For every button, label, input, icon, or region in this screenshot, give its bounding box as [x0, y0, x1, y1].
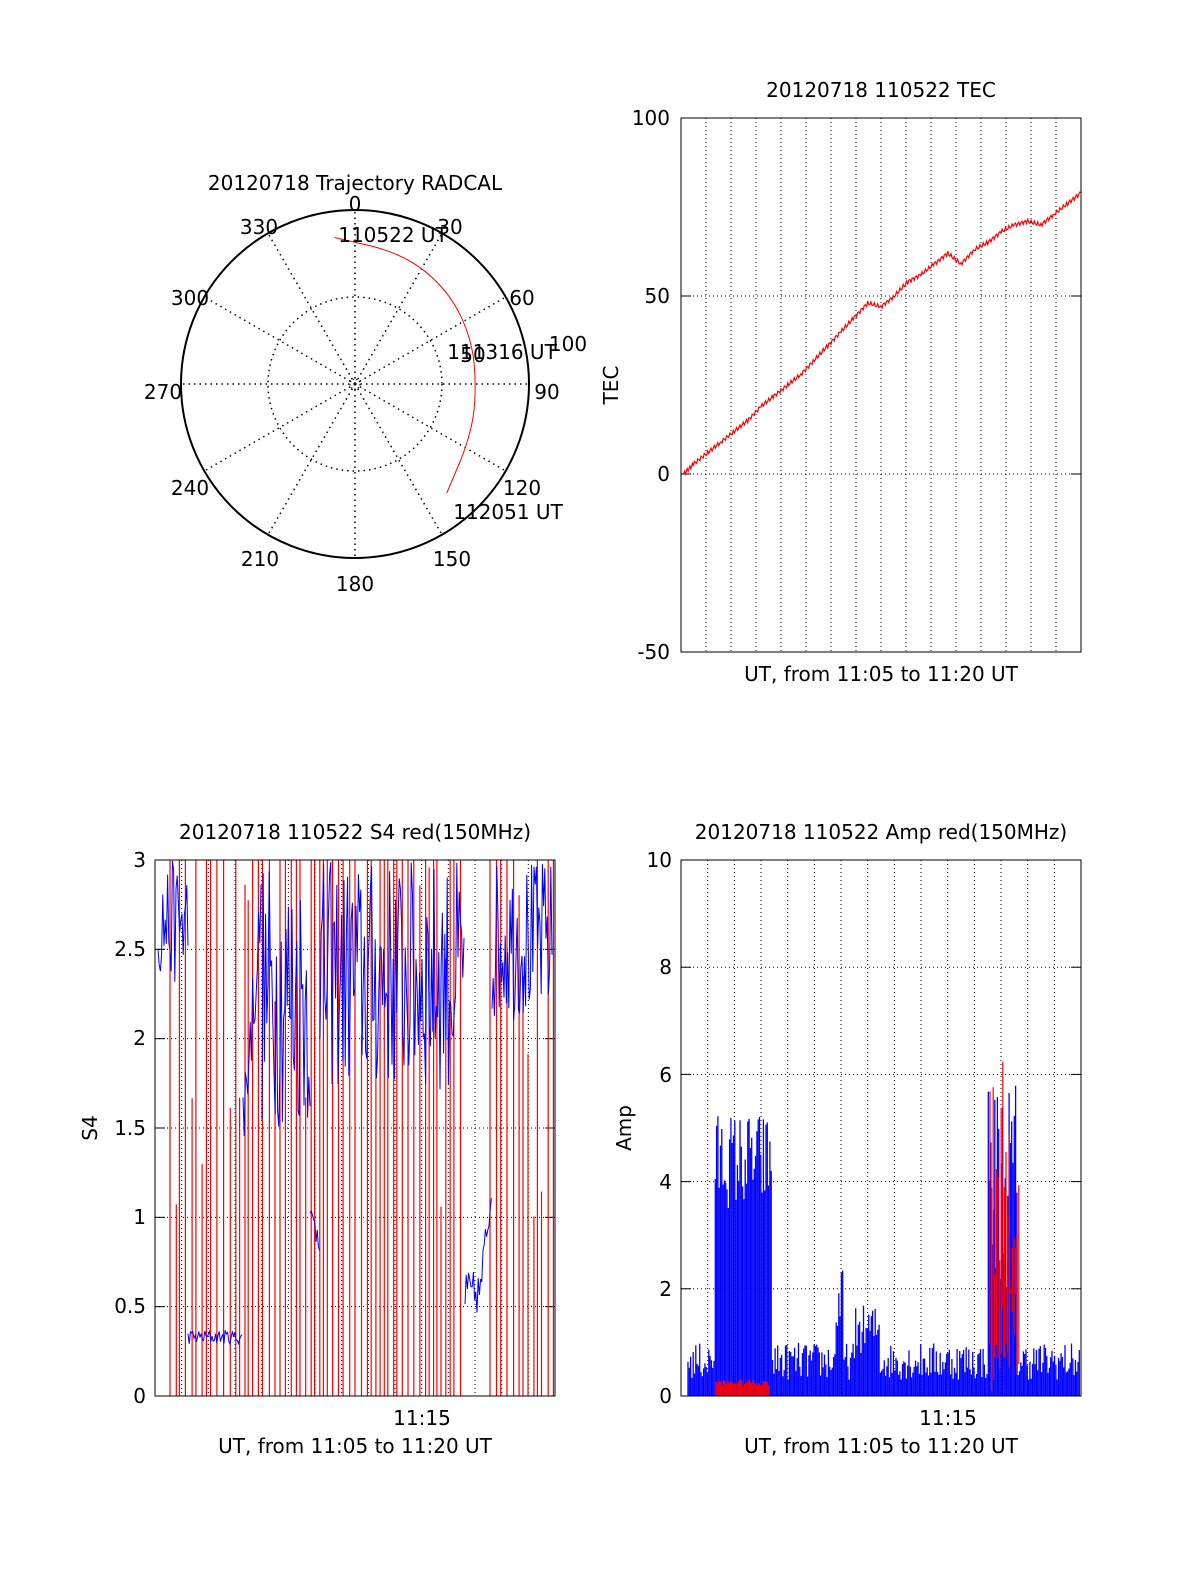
- amp-ytick-2: 2: [659, 1277, 672, 1301]
- amp-title: 20120718 110522 Amp red(150MHz): [695, 820, 1067, 844]
- amp-red-series: [715, 1061, 1020, 1396]
- s4-ytick-2: 2: [133, 1026, 146, 1050]
- polar-spoke-150: [354, 383, 443, 536]
- tec-ytick-0: 0: [657, 462, 670, 486]
- tec-ylabel: TEC: [599, 366, 623, 406]
- angle-label-300: 300: [171, 286, 209, 310]
- polar-angle-labels: 0 30 60 90 120 150 180 210 240 270 300 3…: [144, 192, 560, 596]
- amp-ytick-4: 4: [659, 1170, 672, 1194]
- s4-ytick-2.5: 2.5: [114, 937, 146, 961]
- tec-ytick-minus50: -50: [637, 640, 670, 664]
- polar-spoke-30: [354, 232, 443, 385]
- annotation-start-time: 110522 UT: [338, 223, 448, 247]
- angle-label-150: 150: [433, 547, 471, 571]
- angle-label-330: 330: [240, 215, 278, 239]
- angle-label-120: 120: [503, 476, 541, 500]
- angle-label-270: 270: [144, 380, 182, 404]
- annotation-mid-time: 111316 UT: [447, 340, 557, 364]
- s4-panel: 20120718 110522 S4 red(150MHz) 3 2.5 2 1…: [78, 820, 556, 1458]
- polar-spoke-210: [267, 383, 356, 536]
- tec-title: 20120718 110522 TEC: [766, 78, 996, 102]
- s4-blue-series: [157, 860, 553, 1346]
- amp-ytick-10: 10: [647, 848, 672, 872]
- angle-label-180: 180: [336, 572, 374, 596]
- s4-ytick-1: 1: [133, 1205, 146, 1229]
- tec-ytick-100: 100: [632, 106, 670, 130]
- s4-xtick-1115: 11:15: [393, 1406, 451, 1430]
- s4-blue-trace: [187, 1329, 243, 1346]
- s4-ytick-1.5: 1.5: [114, 1116, 146, 1140]
- polar-grid: [181, 210, 529, 558]
- polar-spoke-300: [203, 296, 356, 385]
- s4-blue-trace: [319, 861, 465, 1090]
- amp-panel: 20120718 110522 Amp red(150MHz) 10 8 6 4…: [612, 820, 1082, 1458]
- polar-spoke-240: [203, 383, 356, 472]
- amp-ylabel: Amp: [612, 1105, 636, 1151]
- amp-xtick-1115: 11:15: [919, 1406, 977, 1430]
- polar-spoke-330: [267, 232, 356, 385]
- tec-xlabel: UT, from 11:05 to 11:20 UT: [744, 662, 1019, 686]
- trajectory-track: [334, 237, 476, 494]
- s4-blue-trace: [309, 1209, 321, 1251]
- angle-label-90: 90: [534, 380, 559, 404]
- amp-blue-series: [687, 1085, 1080, 1396]
- s4-ytick-0.5: 0.5: [114, 1294, 146, 1318]
- polar-spoke-60: [354, 296, 507, 385]
- tec-panel: 20120718 110522 TEC 100 50 0 -50 UT, fro…: [599, 78, 1082, 686]
- amp-ytick-0: 0: [659, 1384, 672, 1408]
- angle-label-240: 240: [171, 476, 209, 500]
- angle-label-210: 210: [241, 547, 279, 571]
- s4-ytick-3: 3: [133, 848, 146, 872]
- tec-grid: [681, 117, 1081, 653]
- angle-label-30: 30: [437, 215, 462, 239]
- radial-label-100: 100: [549, 332, 587, 356]
- angle-label-60: 60: [509, 286, 534, 310]
- s4-blue-trace: [157, 860, 189, 982]
- s4-plot-frame: [154, 859, 556, 1397]
- trajectory-title: 20120718 Trajectory RADCAL: [208, 171, 503, 195]
- polar-ring-mid: [267, 296, 443, 472]
- s4-blue-trace: [242, 884, 262, 1137]
- s4-ylabel: S4: [78, 1115, 102, 1140]
- s4-ytick-0: 0: [133, 1384, 146, 1408]
- annotation-end-time: 112051 UT: [453, 500, 563, 524]
- polar-center: [349, 378, 361, 390]
- s4-title: 20120718 110522 S4 red(150MHz): [179, 820, 531, 844]
- polar-outer-ring: [180, 209, 530, 559]
- tec-ytick-50: 50: [645, 284, 670, 308]
- polar-spoke-120: [354, 383, 507, 472]
- amp-ytick-8: 8: [659, 955, 672, 979]
- s4-blue-trace: [491, 863, 553, 1021]
- amp-ytick-6: 6: [659, 1063, 672, 1087]
- amp-plot-frame: [680, 859, 1082, 1397]
- s4-blue-trace: [464, 1198, 492, 1313]
- tec-series-line: [683, 191, 1082, 477]
- s4-blue-trace: [261, 871, 311, 1127]
- angle-label-0: 0: [349, 192, 362, 216]
- trajectory-panel: 20120718 Trajectory RADCAL 0 30 60 90 12…: [144, 171, 587, 596]
- amp-xlabel: UT, from 11:05 to 11:20 UT: [744, 1434, 1019, 1458]
- tec-plot-frame: [680, 117, 1082, 653]
- s4-xlabel: UT, from 11:05 to 11:20 UT: [218, 1434, 493, 1458]
